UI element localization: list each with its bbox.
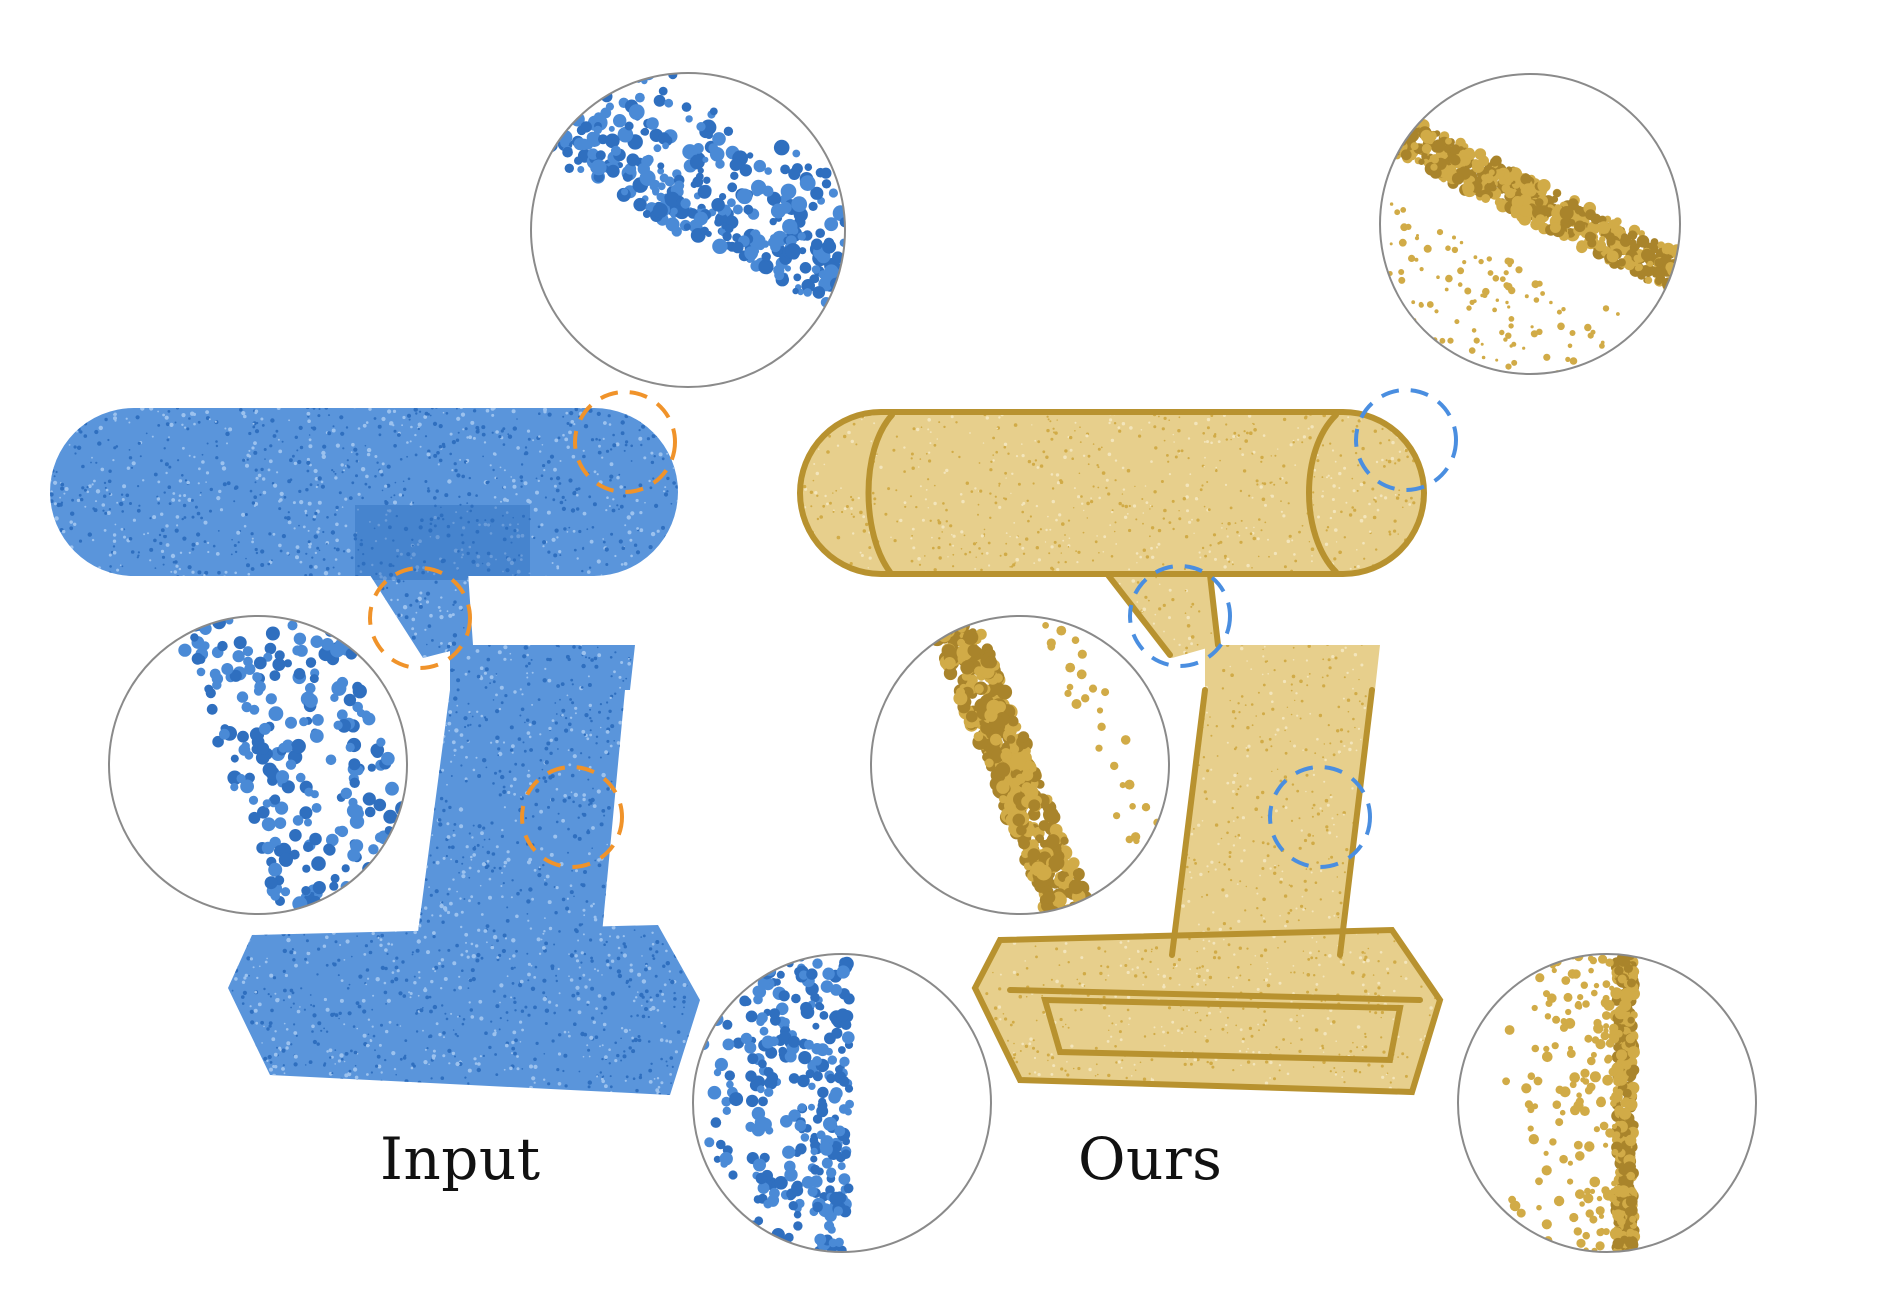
input-markers bbox=[368, 390, 677, 869]
input-zoom-left bbox=[108, 615, 408, 915]
caption-ours: Ours bbox=[1078, 1125, 1223, 1193]
ours-marker-column bbox=[1268, 765, 1372, 869]
ours-marker-neck bbox=[1128, 564, 1232, 668]
input-marker-neck bbox=[368, 566, 472, 670]
input-zoom-bottom bbox=[692, 953, 992, 1253]
input-zoom-top bbox=[530, 72, 846, 388]
input-marker-column bbox=[520, 765, 624, 869]
caption-input: Input bbox=[380, 1125, 541, 1193]
input-marker-top bbox=[573, 390, 677, 494]
input-shadow-region bbox=[355, 505, 530, 580]
ours-zoom-top bbox=[1379, 73, 1681, 375]
ours-markers bbox=[1128, 388, 1458, 869]
ours-marker-top bbox=[1354, 388, 1458, 492]
ours-edge-lines bbox=[797, 409, 1444, 1096]
ours-zoom-bottom bbox=[1457, 953, 1757, 1253]
ours-zoom-left bbox=[870, 615, 1170, 915]
